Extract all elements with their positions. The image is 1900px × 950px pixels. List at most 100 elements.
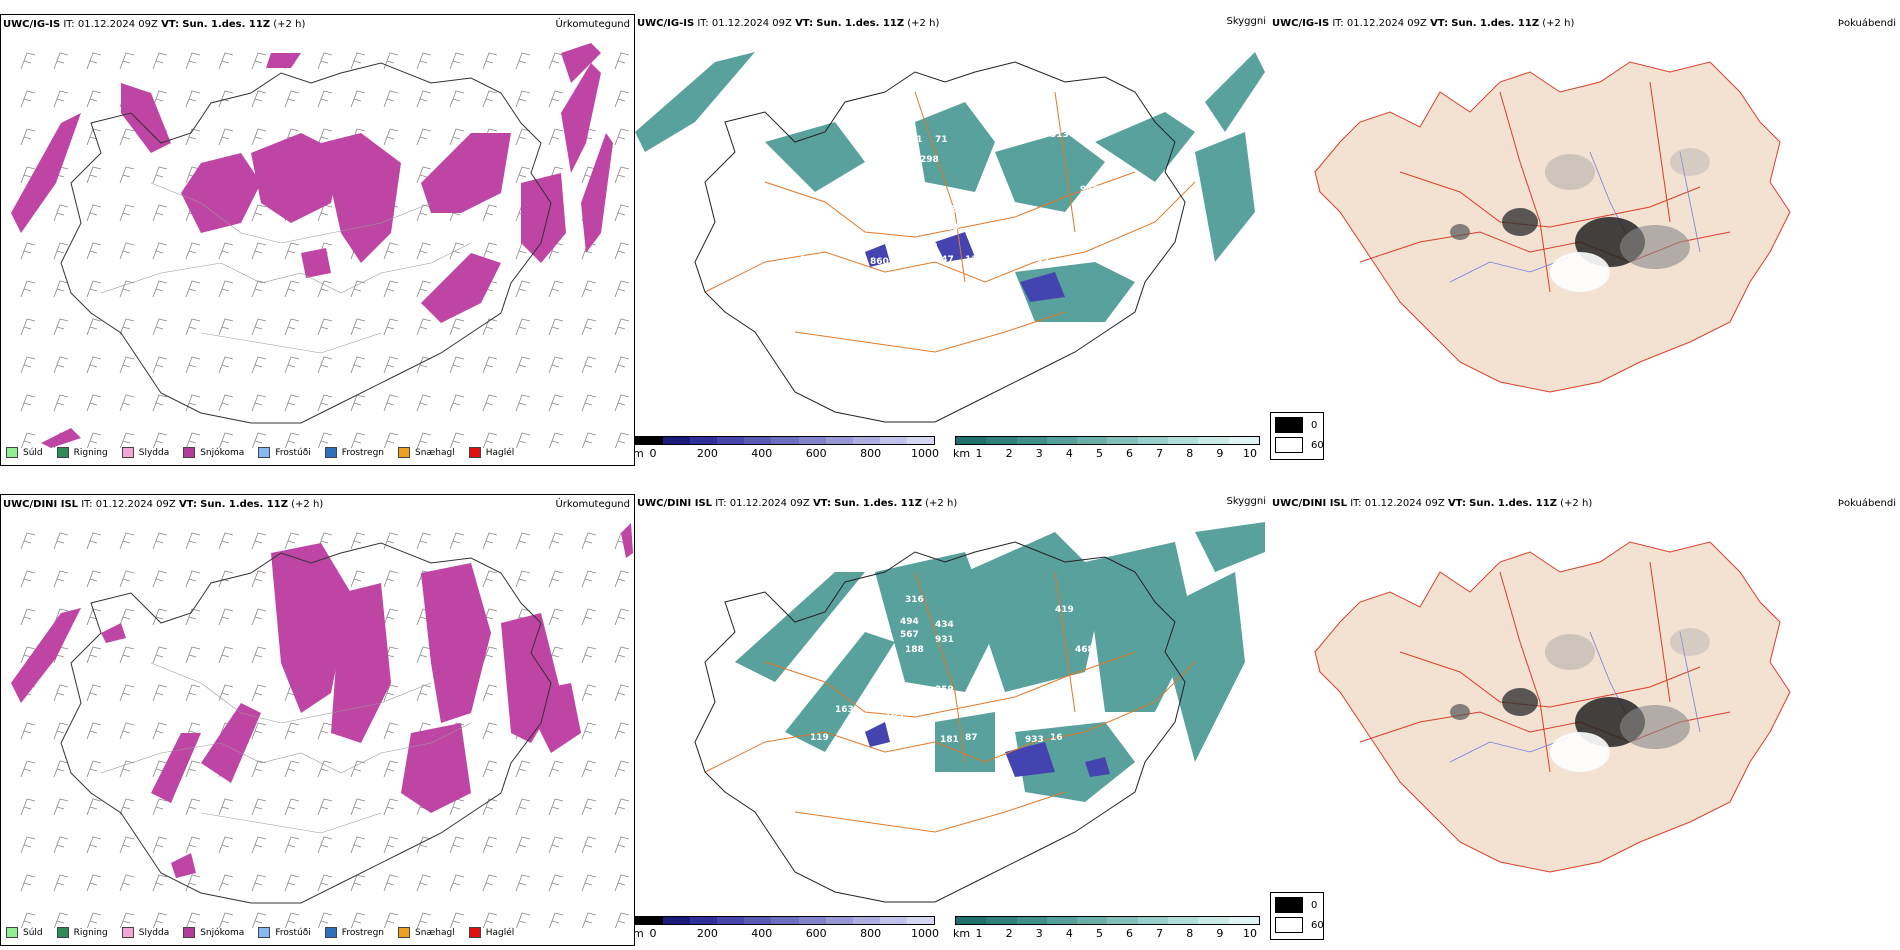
wind-barb bbox=[548, 760, 564, 778]
wind-barb bbox=[482, 432, 498, 448]
wind-barb bbox=[53, 204, 69, 222]
colorbar-tick: 800 bbox=[860, 447, 882, 460]
fog-shading bbox=[1450, 628, 1710, 772]
wind-barb bbox=[218, 912, 234, 928]
wind-barb bbox=[416, 90, 432, 108]
colorbar-tick: 3 bbox=[1035, 927, 1043, 940]
cloudbase-label: 163 bbox=[835, 705, 854, 715]
wind-barb bbox=[251, 798, 267, 816]
wind-barb bbox=[152, 646, 168, 664]
wind-barb bbox=[185, 356, 201, 374]
colorbar-tick: 0 bbox=[649, 927, 657, 940]
cloudbase-visibility-panel-top: UWC/IG-IS IT: 01.12.2024 09Z VT: Sun. 1.… bbox=[635, 14, 1270, 466]
fog-swatch bbox=[1275, 917, 1303, 933]
wind-barb bbox=[152, 798, 168, 816]
legend-item: Slydda bbox=[121, 447, 169, 458]
wind-barb bbox=[86, 242, 102, 260]
wind-barb bbox=[119, 570, 135, 588]
fog-label: 60 bbox=[1311, 919, 1324, 931]
precip-type-panel-bottom: UWC/DINI ISL IT: 01.12.2024 09Z VT: Sun.… bbox=[0, 494, 635, 946]
wind-barb bbox=[515, 394, 531, 412]
wind-barb bbox=[218, 532, 234, 550]
wind-barb bbox=[416, 128, 432, 146]
colorbar-tick: 200 bbox=[696, 927, 718, 940]
wind-barb bbox=[350, 318, 366, 336]
cloudbase-visibility-panel-bottom: UWC/DINI ISL IT: 01.12.2024 09Z VT: Sun.… bbox=[635, 494, 1270, 946]
wind-barb bbox=[185, 394, 201, 412]
wind-barb bbox=[482, 90, 498, 108]
colorbar-cell bbox=[798, 917, 826, 924]
wind-barb bbox=[482, 760, 498, 778]
wind-barb bbox=[251, 836, 267, 854]
wind-barb bbox=[251, 760, 267, 778]
wind-barb bbox=[251, 684, 267, 702]
wind-barb bbox=[119, 722, 135, 740]
wind-barb bbox=[317, 760, 333, 778]
wind-barb bbox=[152, 760, 168, 778]
cloudbase-label: 316 bbox=[905, 595, 924, 605]
wind-barb bbox=[482, 836, 498, 854]
colorbar-tick: 4 bbox=[1065, 927, 1073, 940]
wind-barb bbox=[515, 356, 531, 374]
wind-barb bbox=[383, 242, 399, 260]
wind-barb bbox=[383, 760, 399, 778]
colorbar-tick: 400 bbox=[751, 447, 773, 460]
wind-barb bbox=[185, 874, 201, 892]
wind-barb bbox=[53, 570, 69, 588]
wind-barb bbox=[350, 570, 366, 588]
wind-barb bbox=[185, 128, 201, 146]
cloudbase-label: 419 bbox=[1055, 605, 1074, 615]
cloudbase-label: 313 bbox=[1050, 130, 1069, 140]
wind-barb bbox=[152, 570, 168, 588]
wind-barb bbox=[350, 356, 366, 374]
colorbar-tick: 9 bbox=[1216, 927, 1224, 940]
wind-barb bbox=[449, 432, 465, 448]
wind-barb bbox=[119, 204, 135, 222]
cloudbase-label: 4 bbox=[785, 745, 791, 755]
wind-barb bbox=[251, 204, 267, 222]
cloudbase-label: 51 bbox=[980, 675, 993, 685]
legend-item: Frostúði bbox=[258, 447, 311, 458]
wind-barb bbox=[251, 722, 267, 740]
cloudbase-label: 567 bbox=[900, 630, 919, 640]
colorbar-cell bbox=[771, 437, 799, 444]
roads bbox=[704, 571, 1196, 833]
fog-label: 60 bbox=[1311, 439, 1324, 451]
wind-barb bbox=[53, 532, 69, 550]
wind-barb bbox=[284, 532, 300, 550]
colorbar-cell bbox=[1168, 437, 1199, 444]
cloudbase-label: 933 bbox=[1025, 735, 1044, 745]
wind-barb bbox=[251, 608, 267, 626]
colorbar-cell bbox=[717, 437, 745, 444]
wind-barb bbox=[119, 532, 135, 550]
wind-barb bbox=[317, 912, 333, 928]
wind-barb bbox=[119, 684, 135, 702]
wind-barb bbox=[449, 874, 465, 892]
wind-barb bbox=[284, 760, 300, 778]
cloudbase-label: 209 bbox=[950, 205, 969, 215]
iceland-outline bbox=[60, 62, 552, 424]
wind-barb bbox=[251, 912, 267, 928]
wind-barb bbox=[482, 242, 498, 260]
wind-barb bbox=[482, 356, 498, 374]
iceland-outline bbox=[60, 542, 552, 904]
wind-barb bbox=[581, 318, 597, 336]
wind-barb bbox=[548, 128, 564, 146]
colorbar-cell bbox=[1137, 917, 1169, 924]
wind-barb bbox=[515, 128, 531, 146]
colorbar-tick: 7 bbox=[1156, 927, 1164, 940]
wind-barb bbox=[218, 280, 234, 298]
legend-label: Súld bbox=[23, 447, 43, 458]
wind-barb bbox=[152, 52, 168, 70]
iceland-precip-map bbox=[11, 43, 630, 448]
cloudbase-label: 185 bbox=[895, 700, 914, 710]
wind-barb bbox=[185, 280, 201, 298]
wind-barb bbox=[53, 912, 69, 928]
wind-barb bbox=[482, 532, 498, 550]
wind-barb bbox=[185, 798, 201, 816]
wind-barb bbox=[86, 722, 102, 740]
colorbar-tick: 400 bbox=[751, 927, 773, 940]
colorbar-tick: 800 bbox=[860, 927, 882, 940]
wind-barb bbox=[482, 318, 498, 336]
wind-barb bbox=[515, 280, 531, 298]
